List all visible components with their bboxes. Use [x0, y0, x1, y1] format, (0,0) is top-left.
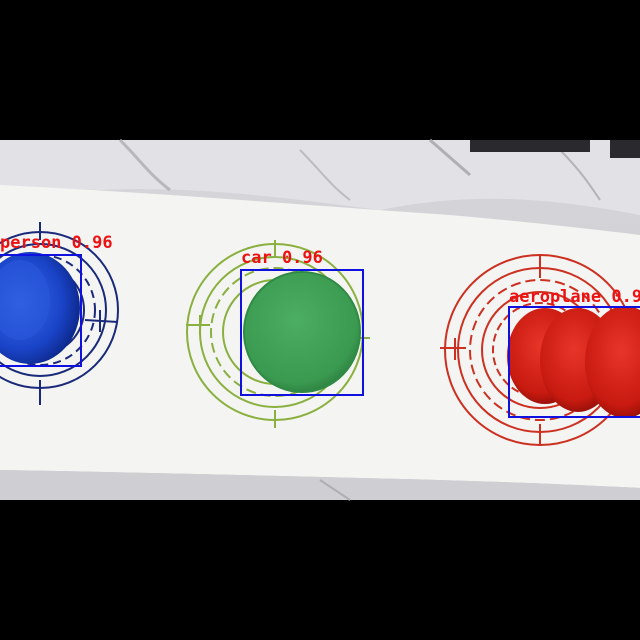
detection-box-person — [0, 254, 82, 367]
detection-label-car: car 0.96 — [241, 248, 323, 268]
detection-label-person: person 0.96 — [0, 233, 113, 253]
photo-content — [0, 138, 640, 501]
detection-box-car — [240, 269, 364, 396]
detection-box-aeroplane — [508, 306, 640, 418]
detection-label-aeroplane: aeroplane 0.9 — [509, 287, 640, 307]
